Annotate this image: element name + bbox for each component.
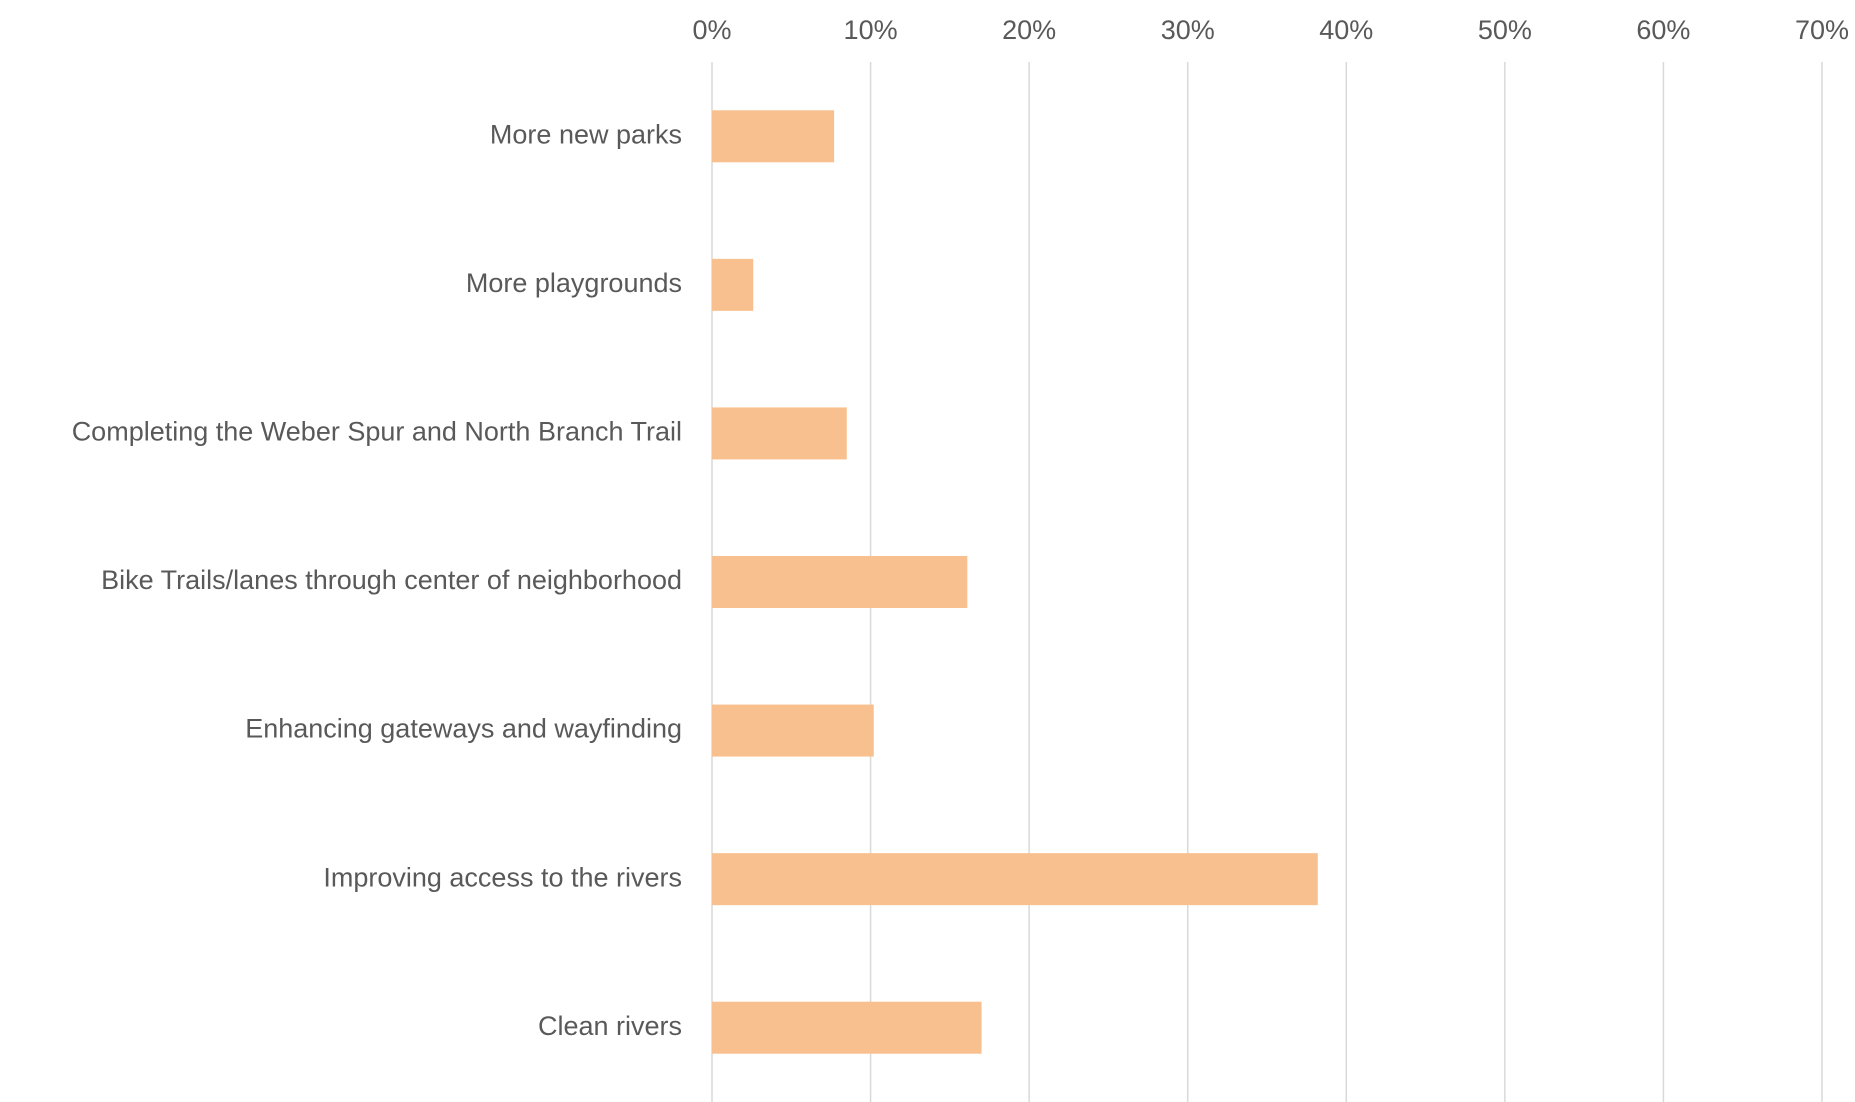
x-tick-label: 30% xyxy=(1161,15,1215,45)
bar xyxy=(712,258,754,311)
bar xyxy=(712,704,874,757)
x-tick-label: 60% xyxy=(1636,15,1690,45)
x-tick-label: 10% xyxy=(844,15,898,45)
category-label: Clean rivers xyxy=(538,1011,682,1041)
gridlines xyxy=(711,62,1823,1102)
x-axis-tick-labels: 0% 10% 20% 30% 40% 50% 60% 70% xyxy=(692,15,1849,45)
bar xyxy=(712,110,835,163)
category-label: More playgrounds xyxy=(466,268,682,298)
bar xyxy=(712,407,847,460)
x-tick-label: 50% xyxy=(1478,15,1532,45)
category-label: Completing the Weber Spur and North Bran… xyxy=(72,417,682,447)
bar xyxy=(712,853,1318,906)
category-label: Improving access to the rivers xyxy=(323,862,682,892)
x-tick-label: 20% xyxy=(1002,15,1056,45)
bars xyxy=(712,110,1318,1054)
bar xyxy=(712,556,968,608)
x-tick-label: 70% xyxy=(1795,15,1849,45)
category-label: Enhancing gateways and wayfinding xyxy=(245,714,682,744)
category-labels: More new parks More playgrounds Completing… xyxy=(72,119,682,1040)
x-tick-label: 40% xyxy=(1319,15,1373,45)
x-tick-label: 0% xyxy=(692,15,731,45)
bar xyxy=(712,1001,982,1054)
category-label: Bike Trails/lanes through center of neig… xyxy=(101,565,682,595)
category-label: More new parks xyxy=(490,119,682,149)
